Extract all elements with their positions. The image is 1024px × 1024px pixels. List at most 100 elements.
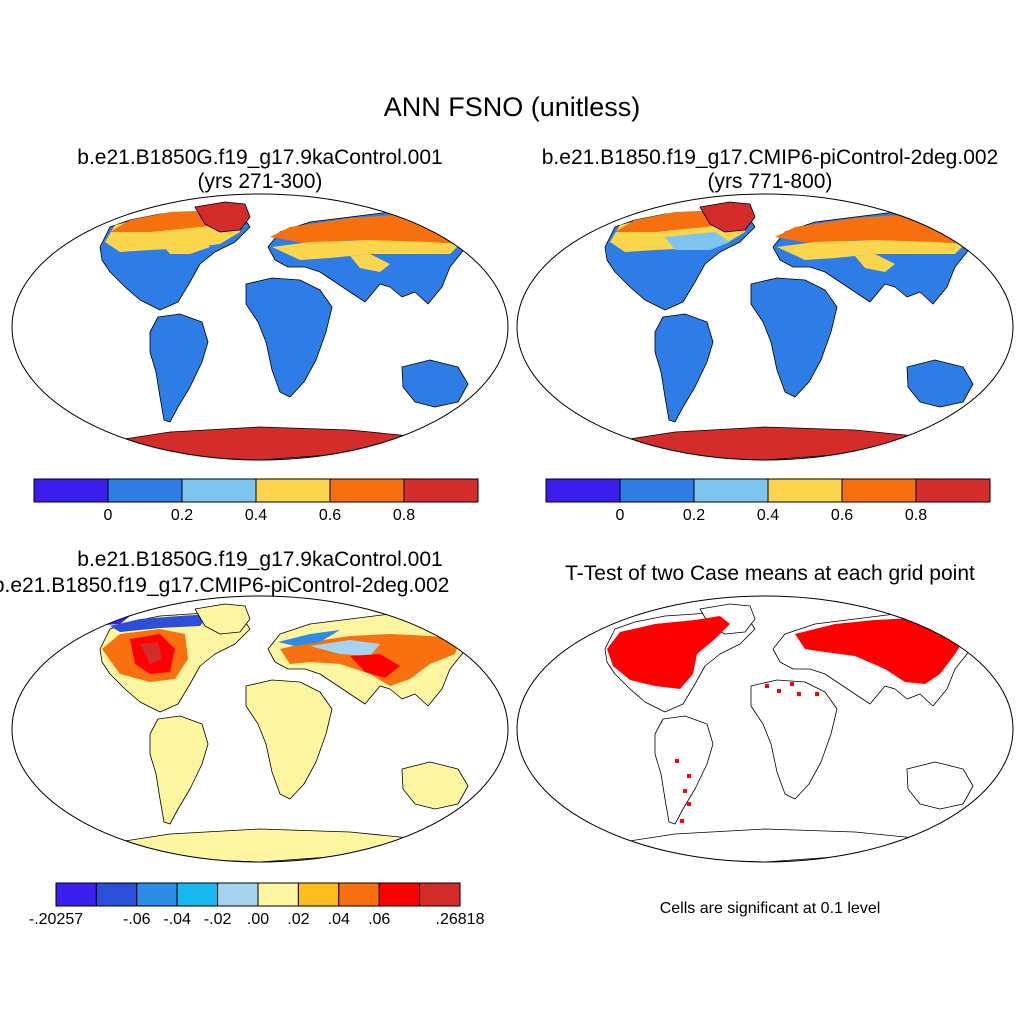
map-frame — [11, 595, 509, 863]
map-land-layer — [70, 603, 471, 862]
colorbar-tick-label: 0.2 — [170, 507, 194, 524]
colorbar-box — [95, 882, 138, 907]
land-greenland — [194, 201, 251, 233]
sig-cell — [683, 789, 687, 793]
snow-band-lowfrac — [665, 232, 730, 250]
colorbar-box — [257, 882, 299, 907]
land-antarctica — [584, 828, 946, 862]
map-case1 — [11, 193, 509, 461]
sig-cell — [687, 802, 691, 806]
colorbar-case1 — [33, 478, 479, 503]
colorbar-box — [915, 478, 991, 503]
colorbar-box — [136, 882, 178, 907]
colorbar-tick-label: -.04 — [163, 911, 191, 928]
land-samerica — [149, 313, 209, 423]
sig-cell — [680, 819, 684, 823]
sig-cell — [675, 759, 679, 763]
colorbar-tick-label: 0.6 — [318, 507, 342, 524]
sig-cell — [797, 692, 801, 696]
land-samerica — [654, 715, 714, 825]
map-frame — [11, 193, 509, 461]
colorbar-difference — [55, 882, 461, 907]
snow-band-eurasia-high — [270, 214, 468, 244]
colorbar-box — [338, 882, 380, 907]
sig-cell — [687, 774, 691, 778]
panel1-subtitle: (yrs 271-300) — [197, 170, 323, 193]
colorbar-tick-label: .00 — [246, 911, 270, 928]
colorbar-box — [217, 882, 259, 907]
diff-arctic-blue — [110, 614, 210, 632]
colorbar-box — [329, 478, 405, 503]
panel3-subtitle: - b.e21.B1850.f19_g17.CMIP6-piControl-2d… — [0, 574, 450, 597]
sig-cell — [790, 682, 794, 686]
map-case2 — [516, 193, 1014, 461]
colorbar-box — [176, 882, 219, 907]
panel3-title: b.e21.B1850G.f19_g17.9kaControl.001 — [77, 548, 443, 571]
colorbar-tick-label: .02 — [287, 911, 310, 928]
colorbar-tick-label: 0.6 — [830, 507, 854, 524]
sig-cell — [765, 684, 769, 688]
colorbar-box — [403, 478, 479, 503]
sig-namerica — [607, 616, 730, 689]
colorbar-tick-label: -.06 — [123, 911, 151, 928]
land-australia — [401, 359, 469, 408]
panel2-title: b.e21.B1850.f19_g17.CMIP6-piControl-2deg… — [541, 146, 999, 169]
land-africa — [750, 277, 838, 398]
colorbar-tick-label: 0 — [615, 507, 625, 524]
colorbar-box — [107, 478, 183, 503]
colorbar-tick-label: .04 — [327, 911, 350, 928]
figure-title: ANN FSNO (unitless) — [383, 92, 641, 122]
land-greenland — [194, 603, 251, 635]
colorbar-box — [255, 478, 331, 503]
colorbar-tick-label: 0.4 — [756, 507, 780, 524]
significance-note: Cells are significant at 0.1 level — [659, 900, 881, 917]
colorbar-tick-label: -.02 — [203, 911, 232, 928]
snow-band-eurasia — [272, 240, 460, 260]
panel4-title: T-Test of two Case means at each grid po… — [565, 562, 975, 585]
diff-tibet-red — [350, 654, 400, 678]
colorbar-case2 — [545, 478, 991, 503]
colorbar-tick-label: 0 — [103, 507, 113, 524]
land-samerica — [654, 313, 714, 423]
map-land-layer — [584, 201, 976, 460]
colorbar-box — [619, 478, 695, 503]
colorbar-box — [378, 882, 421, 907]
snow-tibet — [350, 254, 390, 272]
diff-scandinavia-blue — [278, 630, 340, 646]
sig-eurasia — [795, 618, 967, 684]
colorbar-box — [767, 478, 843, 503]
snow-band-eurasia — [777, 240, 965, 260]
sig-cell — [815, 692, 819, 696]
colorbar-box — [297, 882, 340, 907]
colorbar-box — [693, 478, 769, 503]
panel1-title: b.e21.B1850G.f19_g17.9kaControl.001 — [77, 146, 443, 169]
land-africa — [750, 679, 838, 800]
colorbar-box — [841, 478, 917, 503]
snow-band-lowfrac — [160, 236, 210, 254]
land-samerica — [149, 715, 209, 825]
land-australia — [906, 761, 974, 810]
land-greenland — [699, 201, 756, 233]
land-antarctica — [79, 426, 441, 460]
colorbar-tick-label: 0.8 — [392, 507, 416, 524]
colorbar-tick-label: -.20257 — [28, 911, 84, 928]
colorbar-box — [419, 882, 461, 907]
snow-band-eurasia-high — [775, 214, 973, 244]
map-ttest — [516, 595, 1014, 863]
colorbar-tick-label: 0.2 — [682, 507, 706, 524]
colorbar-tick-label: 0.8 — [904, 507, 928, 524]
map-land-layer — [584, 603, 976, 862]
land-africa — [245, 679, 333, 800]
land-australia — [906, 359, 974, 408]
land-antarctica — [584, 426, 946, 460]
colorbar-tick-label: .26818 — [435, 911, 485, 928]
map-land-layer — [79, 201, 471, 460]
colorbar-tick-label: 0.4 — [244, 507, 268, 524]
colorbar-box — [33, 478, 109, 503]
snow-tibet — [855, 254, 895, 272]
colorbar-box — [181, 478, 257, 503]
land-antarctica — [79, 828, 441, 862]
land-australia — [401, 761, 469, 810]
diff-namerica-darkred — [140, 642, 162, 664]
colorbar-tick-label: .06 — [368, 911, 391, 928]
